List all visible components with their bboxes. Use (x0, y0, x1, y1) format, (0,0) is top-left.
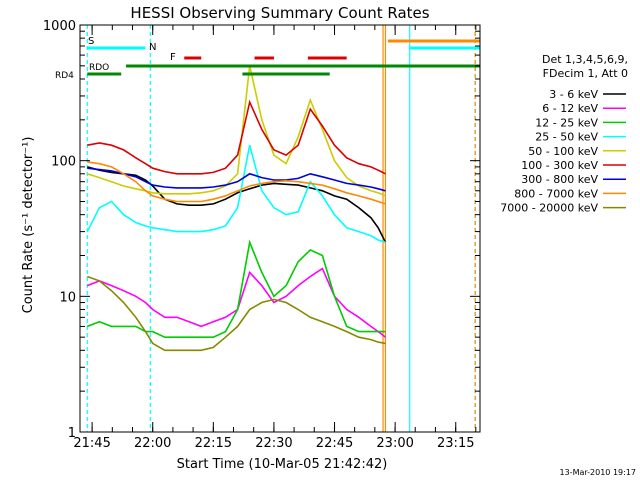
x-tick-label-4: 22:45 (316, 436, 353, 451)
chart-title: HESSI Observing Summary Count Rates (130, 4, 429, 22)
y-tick-label-1: 10 (59, 290, 76, 305)
legend-label-0: 3 - 6 keV (549, 88, 598, 101)
legend-header-line2: FDecim 1, Att 0 (543, 67, 628, 80)
x-axis-label: Start Time (10-Mar-05 21:42:42) (177, 457, 388, 472)
flag-label-f: F (170, 52, 176, 63)
x-tick-label-5: 23:00 (376, 436, 413, 451)
series-line-3 (86, 144, 386, 244)
y-tick-label-3: 1000 (43, 19, 76, 34)
x-tick-label-2: 22:15 (195, 436, 232, 451)
x-tick-label-3: 22:30 (255, 436, 292, 451)
legend: Det 1,3,4,5,6,9, FDecim 1, Att 0 3 - 6 k… (500, 53, 628, 215)
legend-label-7: 800 - 7000 keV (514, 187, 598, 200)
legend-label-2: 12 - 25 keV (535, 116, 598, 129)
flag-label-rdo: RDO (89, 63, 109, 73)
x-tick-label-1: 22:00 (134, 436, 171, 451)
legend-label-4: 50 - 100 keV (528, 145, 598, 158)
y-axis-label: Count Rate (s⁻¹ detector⁻¹) (21, 137, 36, 314)
x-tick-label-6: 23:15 (437, 436, 474, 451)
footer-date: 13-Mar-2010 19:17 (560, 468, 637, 477)
flag-label-n: N (149, 42, 156, 53)
axes: 1 10 100 1000 21:45 22:00 22:15 22:30 22:45 23:00… (43, 19, 481, 451)
status-flags: S N F RDO RD4 (55, 36, 480, 81)
series-line-6 (87, 167, 386, 192)
series-line-0 (87, 166, 387, 243)
legend-label-3: 25 - 50 keV (535, 131, 598, 144)
series-line-8 (87, 275, 386, 352)
legend-label-1: 6 - 12 keV (542, 102, 598, 115)
series-line-7 (87, 161, 386, 205)
legend-label-5: 100 - 300 keV (521, 159, 598, 172)
flag-label-rd4: RD4 (55, 71, 74, 81)
series-line-4 (87, 65, 386, 197)
series-line-2 (87, 239, 386, 339)
legend-label-8: 7000 - 20000 keV (500, 202, 598, 215)
y-tick-label-2: 100 (51, 155, 76, 170)
y-tick-label-0: 1 (68, 426, 76, 441)
plot-frame (79, 24, 481, 433)
legend-label-6: 300 - 800 keV (521, 173, 598, 186)
plot-area (86, 25, 476, 432)
legend-header-line1: Det 1,3,4,5,6,9, (542, 53, 628, 66)
x-tick-label-0: 21:45 (73, 436, 110, 451)
flag-label-s: S (88, 36, 94, 47)
series-line-5 (87, 99, 386, 175)
